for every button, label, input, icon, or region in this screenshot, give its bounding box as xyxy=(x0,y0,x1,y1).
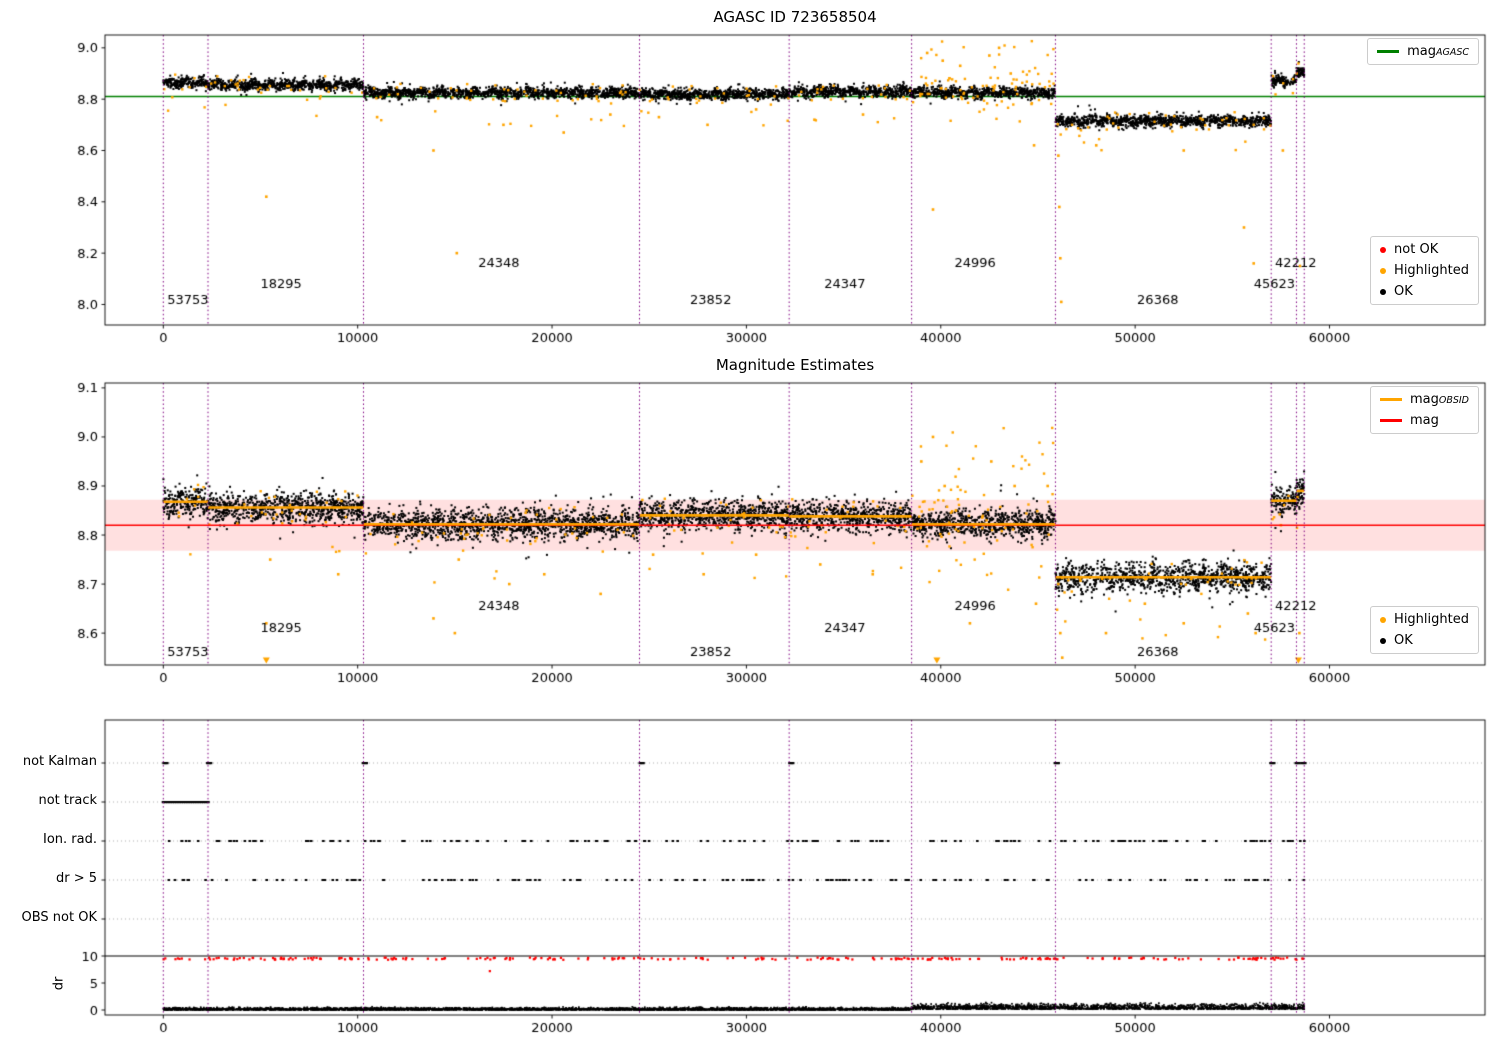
black-dot-icon xyxy=(1380,288,1387,295)
dr-axis-label: dr xyxy=(51,976,67,991)
flag-row-label-ion-rad: Ion. rad. xyxy=(43,832,97,847)
legend-label: mag xyxy=(1409,413,1439,428)
mid-marker-legend: Highlighted OK xyxy=(1370,606,1479,654)
mid-line-legend: magOBSID mag xyxy=(1369,386,1479,434)
red-dot-icon xyxy=(1380,246,1387,253)
flag-row-label-not-kalman: not Kalman xyxy=(22,754,97,769)
legend-label: magOBSID xyxy=(1409,392,1469,407)
black-dot-icon xyxy=(1380,637,1387,644)
orange-dot-icon xyxy=(1380,616,1387,623)
orange-dot-icon xyxy=(1380,267,1387,274)
green-line-swatch-icon xyxy=(1377,50,1400,53)
middle-plot-title: Magnitude Estimates xyxy=(715,356,875,374)
top-plot-title: AGASC ID 723658504 xyxy=(713,8,877,26)
legend-label: not OK xyxy=(1394,242,1439,257)
legend-item-mag-obsid: magOBSID xyxy=(1379,392,1469,407)
legend-label: Highlighted xyxy=(1394,263,1469,278)
legend-item-highlighted: Highlighted xyxy=(1380,263,1469,278)
flag-row-label-not-track: not track xyxy=(38,793,97,808)
flag-row-label-dr-gt-5: dr > 5 xyxy=(55,871,97,886)
legend-item-ok: OK xyxy=(1380,633,1469,648)
legend-item-mag: mag xyxy=(1379,413,1469,428)
legend-item-mag-agasc: magAGASC xyxy=(1377,44,1469,59)
legend-label: OK xyxy=(1394,284,1413,299)
legend-item-ok: OK xyxy=(1380,284,1469,299)
top-marker-legend: not OK Highlighted OK xyxy=(1370,236,1479,305)
flags-plot-canvas xyxy=(0,690,1500,1050)
legend-label: OK xyxy=(1394,633,1413,648)
agasc-mag-plot-canvas xyxy=(0,0,1500,350)
flag-row-label-obs-not-ok: OBS not OK xyxy=(21,910,98,925)
orange-line-swatch-icon xyxy=(1379,398,1402,401)
magnitude-estimates-plot-canvas xyxy=(0,350,1500,690)
legend-item-highlighted: Highlighted xyxy=(1380,612,1469,627)
legend-label: magAGASC xyxy=(1407,44,1469,59)
red-line-swatch-icon xyxy=(1379,419,1402,422)
agasc-line-legend: magAGASC xyxy=(1367,38,1479,65)
legend-label: Highlighted xyxy=(1394,612,1469,627)
legend-item-not-ok: not OK xyxy=(1380,242,1469,257)
